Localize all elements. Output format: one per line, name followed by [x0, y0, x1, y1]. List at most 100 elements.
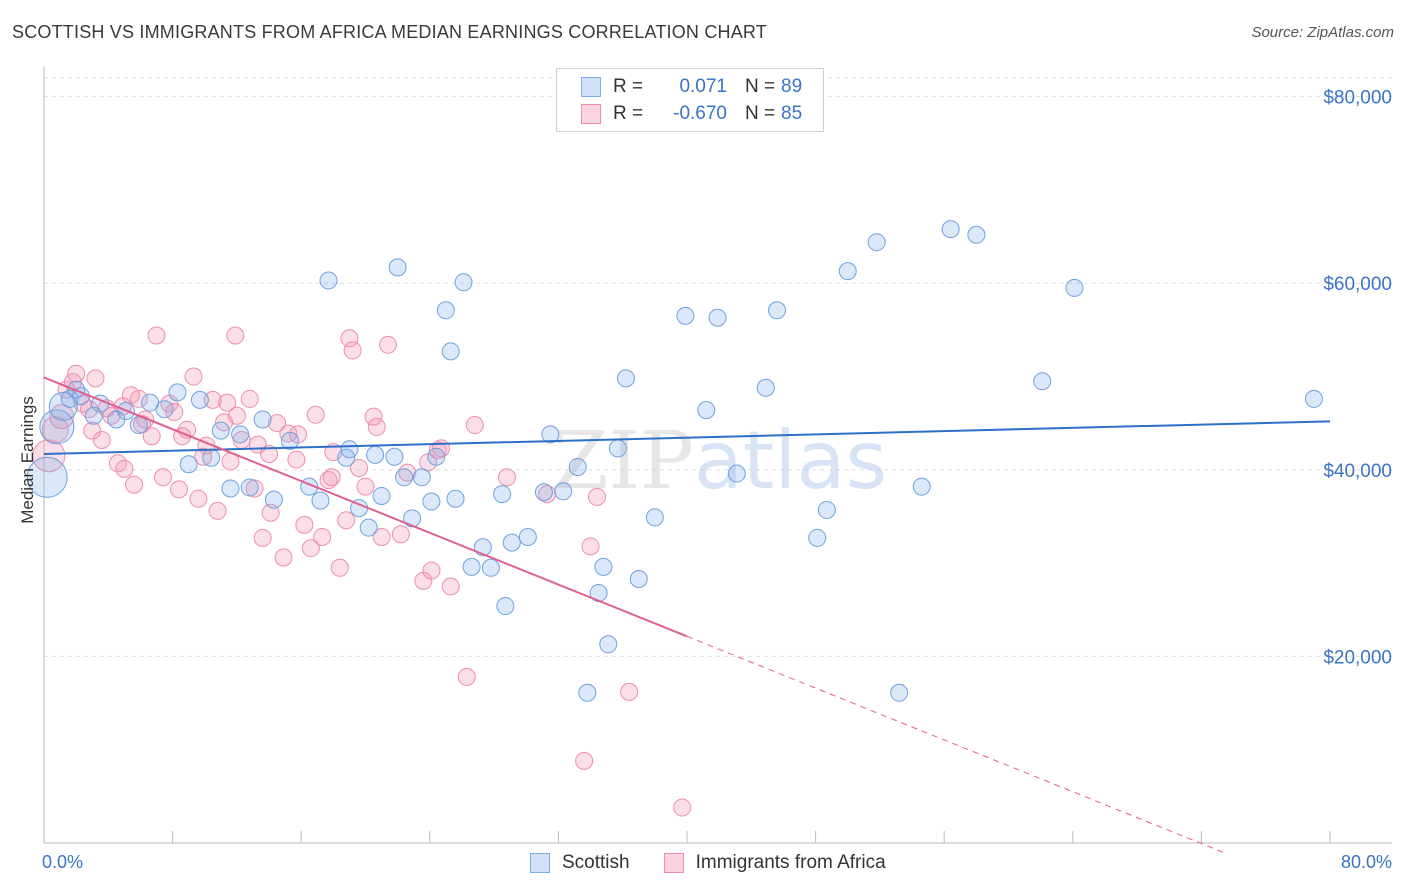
scottish-point	[967, 225, 986, 244]
africa-point	[364, 407, 383, 426]
africa-point	[465, 416, 484, 435]
scottish-point	[179, 455, 198, 474]
chart-source: Source: ZipAtlas.com	[1251, 24, 1394, 41]
scottish-point	[395, 468, 414, 487]
africa-point	[227, 406, 246, 425]
y-tick-label: $40,000	[1323, 461, 1392, 482]
scottish-point	[708, 308, 727, 327]
africa-point	[83, 421, 102, 440]
africa-point	[673, 798, 692, 817]
africa-point	[441, 577, 460, 596]
africa-point	[49, 404, 75, 430]
legend-r-value: 0.071	[679, 76, 727, 97]
scottish-point	[808, 528, 827, 547]
africa-point	[208, 501, 227, 520]
scottish-point	[211, 421, 230, 440]
scottish-point	[608, 439, 627, 458]
africa-point	[279, 424, 298, 443]
legend-n-value: 89	[781, 76, 803, 97]
scottish-point	[554, 482, 573, 501]
scottish-point	[436, 301, 455, 320]
africa-point	[620, 682, 639, 701]
y-tick-label: $20,000	[1323, 647, 1392, 668]
scottish-point	[319, 271, 338, 290]
x-tick-min: 0.0%	[42, 852, 84, 872]
scottish-point	[1033, 372, 1052, 391]
series-legend-scottish[interactable]: Scottish	[530, 852, 630, 874]
africa-point	[260, 444, 279, 463]
scottish-point	[240, 478, 259, 497]
africa-point	[330, 558, 349, 577]
scottish-point	[462, 557, 481, 576]
africa-point	[587, 487, 606, 506]
scottish-point	[697, 401, 716, 420]
scottish-point	[385, 447, 404, 466]
africa-point	[153, 468, 172, 487]
africa-point	[226, 326, 245, 345]
legend-r-label: R =	[613, 103, 644, 124]
scottish-point	[221, 479, 240, 498]
scottish-point	[676, 306, 695, 325]
scottish-point	[372, 486, 391, 505]
africa-point	[92, 430, 111, 449]
africa-point	[274, 548, 293, 567]
series-legend-africa[interactable]: Immigrants from Africa	[663, 852, 886, 874]
scottish-point	[168, 383, 187, 402]
scottish-point	[441, 342, 460, 361]
africa-point	[391, 525, 410, 544]
africa-point	[287, 450, 306, 469]
scottish-point	[541, 425, 560, 444]
scottish-point	[280, 431, 299, 450]
correlation-legend: R = 0.071 N = 89 R = -0.670 N = 85	[556, 68, 824, 132]
scottish-point	[912, 477, 931, 496]
scottish-point	[496, 597, 515, 616]
scottish-point	[629, 569, 648, 588]
africa-point	[142, 427, 161, 446]
africa-point	[379, 335, 398, 354]
scottish-point	[155, 400, 174, 419]
scottish-point	[645, 508, 664, 527]
africa-trend-line	[43, 376, 688, 638]
africa-point	[295, 515, 314, 534]
africa-point	[32, 439, 66, 473]
watermark: ZIPatlas	[553, 414, 887, 507]
scottish-point	[616, 369, 635, 388]
africa-point	[268, 414, 287, 433]
legend-n-label: N =	[745, 76, 776, 97]
africa-point	[301, 539, 320, 558]
scottish-point	[867, 233, 886, 252]
x-tick-max: 80.0%	[1340, 852, 1392, 872]
scottish-point	[427, 447, 446, 466]
africa-point	[319, 471, 338, 490]
scottish-point	[599, 635, 618, 654]
africa-point	[218, 393, 237, 412]
scottish-label: Scottish	[562, 852, 630, 873]
scottish-trend-line	[43, 420, 1331, 455]
africa-point	[337, 511, 356, 530]
africa-point	[575, 751, 594, 770]
africa-point	[428, 441, 447, 460]
scottish-point	[817, 500, 836, 519]
scottish-point	[493, 485, 512, 504]
series-legend: Scottish Immigrants from Africa	[530, 852, 920, 874]
scottish-point	[481, 558, 500, 577]
africa-point	[581, 537, 600, 556]
scottish-point	[756, 378, 775, 397]
scottish-point	[403, 509, 422, 528]
africa-point	[253, 528, 272, 547]
scottish-point	[454, 273, 473, 292]
africa-point	[340, 329, 359, 348]
scottish-point	[1304, 389, 1323, 408]
scottish-point	[768, 301, 787, 320]
scottish-point	[890, 683, 909, 702]
scottish-point	[340, 440, 359, 459]
scottish-point	[594, 557, 613, 576]
scottish-point	[1065, 278, 1084, 297]
scottish-point	[412, 468, 431, 487]
scottish-point	[446, 489, 465, 508]
africa-point	[343, 341, 362, 360]
scottish-point	[388, 258, 407, 277]
scottish-point	[359, 518, 378, 537]
scottish-point	[422, 492, 441, 511]
